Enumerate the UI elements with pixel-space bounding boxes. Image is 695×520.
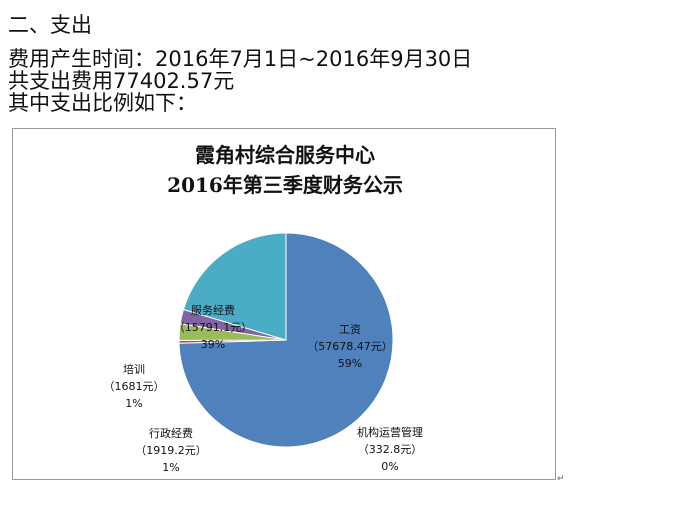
slice-name-label: 培训 [123,362,145,376]
chart-title-line-1: 霞角村综合服务中心 [195,143,375,167]
slice-amount-label: （15791.1元） [174,321,253,334]
ratio-intro-text: 其中支出比例如下： [8,91,197,115]
slice-percent-label: 1% [125,397,142,410]
chart-title-line-2: 2016年第三季度财务公示 [167,173,403,197]
slice-percent-label: 0% [381,460,398,473]
slice-amount-label: （1681元） [104,380,165,393]
section-heading: 二、支出 [8,13,92,37]
slice-amount-label: （57678.47元） [307,340,393,353]
pie-slices [178,232,394,448]
slice-amount-label: （1919.2元） [135,444,207,457]
end-mark-icon: ↵ [557,474,565,484]
slice-name-label: 机构运营管理 [357,425,423,439]
pie-slice-5 [182,232,287,341]
slice-percent-label: 1% [162,461,179,474]
slice-amount-label: （332.8元） [358,443,423,456]
slice-percent-label: 39% [201,338,225,351]
pie-chart: 霞角村综合服务中心 2016年第三季度财务公示 工资 （57678.47元） 59%… [104,143,424,474]
slice-name-label: 工资 [339,323,361,336]
pie-labels: 工资 （57678.47元） 59% 机构运营管理 （332.8元） 0% 行政经费 （191… [104,304,424,474]
slice-percent-label: 59% [338,357,362,370]
pie-chart-frame: 霞角村综合服务中心 2016年第三季度财务公示 工资 （57678.47元） 59%… [12,128,556,480]
total-expense-text: 共支出费用77402.57元 [8,69,235,93]
slice-name-label: 服务经费 [191,304,235,317]
expense-period-text: 费用产生时间：2016年7月1日~2016年9月30日 [8,47,473,71]
slice-name-label: 行政经费 [149,426,193,440]
